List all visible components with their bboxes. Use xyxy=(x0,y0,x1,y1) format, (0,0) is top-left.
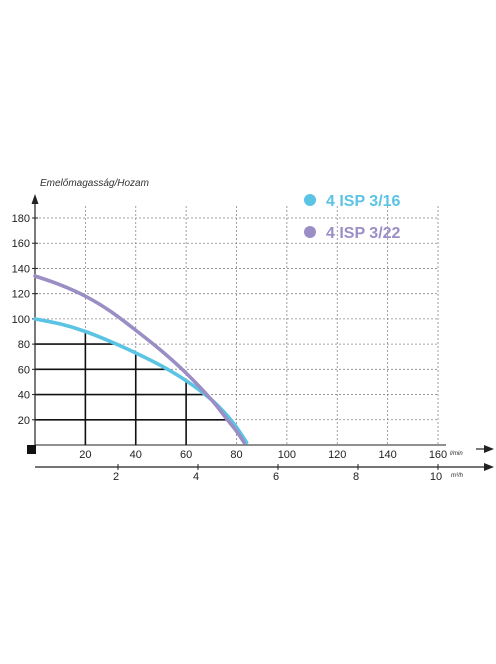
x-tick-label: 80 xyxy=(230,449,242,461)
secondary-axis-unit: m³/h xyxy=(451,473,464,479)
curve-highlight-lines xyxy=(35,331,231,445)
origin-square-icon xyxy=(27,445,36,454)
x-tick-label: 40 xyxy=(130,449,142,461)
series-line-1 xyxy=(33,317,249,445)
y-tick-label: 20 xyxy=(18,415,30,427)
x-tick-label: 100 xyxy=(278,449,296,461)
series-line-2 xyxy=(33,274,246,445)
x-tick-label: 160 xyxy=(429,449,447,461)
x2-tick-label: 10 xyxy=(430,471,442,483)
legend-label-1: 4 ISP 3/16 xyxy=(326,193,401,210)
x-tick-label: 60 xyxy=(180,449,192,461)
x-axis-arrow-icon xyxy=(484,445,494,453)
legend-marker-1 xyxy=(304,194,316,206)
x2-tick-label: 8 xyxy=(353,471,359,483)
y-axis-arrow-icon xyxy=(31,194,39,204)
chart-legend: 4 ISP 3/16 4 ISP 3/22 xyxy=(304,193,401,242)
y-tick-label: 180 xyxy=(12,213,30,225)
tick-labels: 20 40 60 80 100 120 140 160 180 20 40 60 80 100 120 140… xyxy=(12,213,448,483)
x2-tick-label: 4 xyxy=(193,471,199,483)
y-tick-label: 160 xyxy=(12,238,30,250)
x2-tick-label: 2 xyxy=(113,471,119,483)
chart-series xyxy=(33,274,249,445)
legend-marker-2 xyxy=(304,226,316,238)
y-tick-label: 120 xyxy=(12,289,30,301)
chart-grid xyxy=(35,206,446,446)
y-tick-label: 100 xyxy=(12,314,30,326)
y-tick-label: 80 xyxy=(18,339,30,351)
x2-tick-label: 6 xyxy=(273,471,279,483)
y-tick-label: 60 xyxy=(18,364,30,376)
y-tick-label: 40 xyxy=(18,390,30,402)
x-tick-label: 120 xyxy=(328,449,346,461)
x-tick-label: 20 xyxy=(79,449,91,461)
x-axis-unit: l/min xyxy=(450,451,463,457)
x-tick-label: 140 xyxy=(378,449,396,461)
secondary-axis-arrow-icon xyxy=(484,463,494,471)
y-tick-label: 140 xyxy=(12,263,30,275)
y-axis-title: Emelőmagasság/Hozam xyxy=(40,178,149,189)
legend-label-2: 4 ISP 3/22 xyxy=(326,225,401,242)
chart-axes xyxy=(27,194,494,471)
